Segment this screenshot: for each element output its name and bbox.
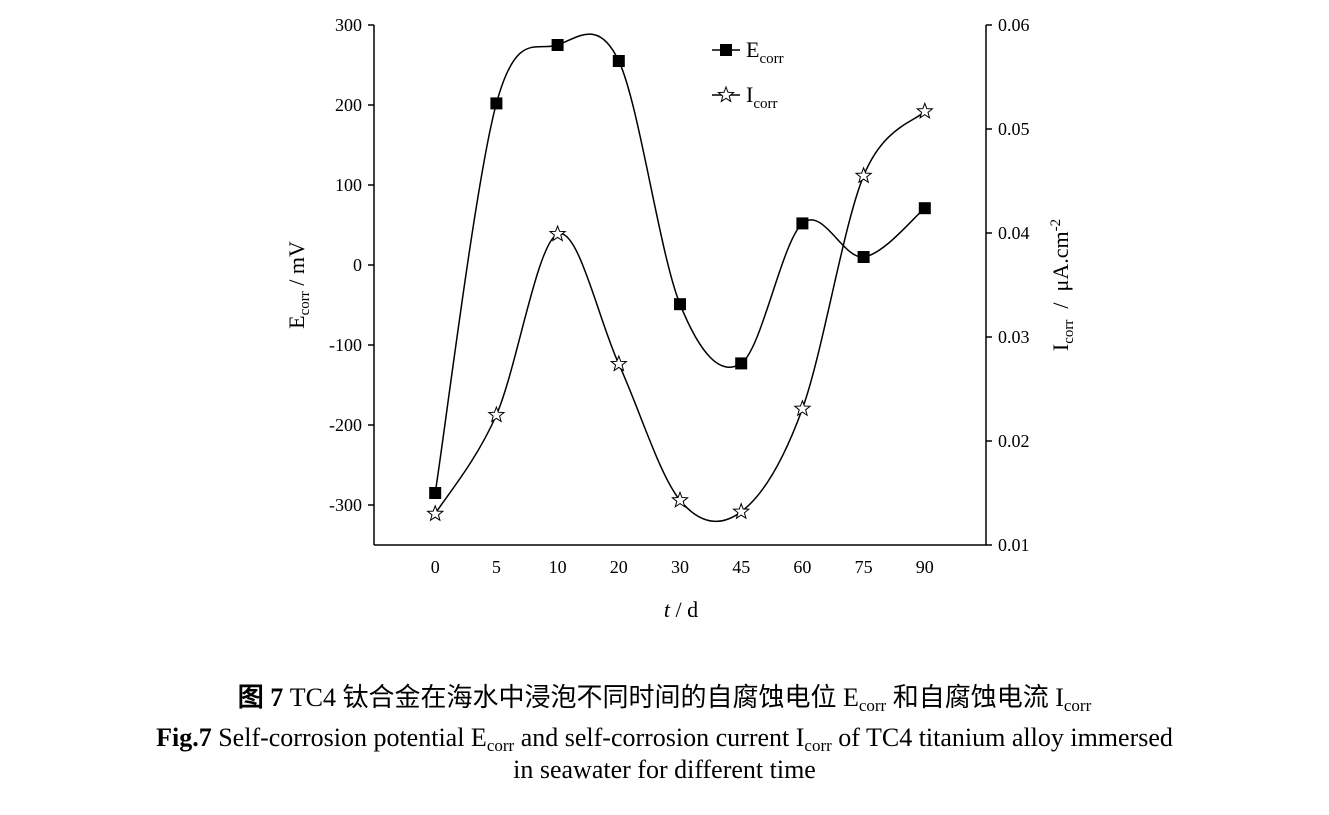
x-title-rest: / d [670, 597, 698, 622]
legend-marker [720, 44, 732, 56]
y2-title-sub: corr [1061, 320, 1077, 344]
x-tick-label: 20 [610, 557, 628, 577]
y-tick-label: -200 [329, 415, 362, 435]
x-tick-label: 10 [549, 557, 567, 577]
data-point [609, 354, 628, 372]
caption-en: Fig.7 Self-corrosion potential Ecorr and… [0, 722, 1329, 786]
data-point [793, 399, 812, 417]
y-tick-label: 300 [335, 15, 362, 35]
y2-title-main: I [1048, 344, 1073, 351]
y2-tick-label: 0.05 [998, 119, 1030, 139]
caption-cn-sub: corr [1063, 696, 1092, 715]
y-tick-label: -300 [329, 495, 362, 515]
legend-marker [717, 85, 735, 103]
data-point [674, 298, 686, 311]
legend-label: Icorr [746, 82, 777, 112]
data-point [857, 251, 870, 263]
x-tick-label: 60 [793, 557, 811, 577]
x-tick-label: 45 [732, 557, 750, 577]
caption-en-text: and self-corrosion current I [514, 723, 805, 752]
y2-axis-title: Icorr / μA.cm-2 [1048, 219, 1077, 351]
data-point [490, 97, 503, 110]
x-axis-title: t / d [664, 597, 698, 622]
caption-cn-text: TC4 钛合金在海水中浸泡不同时间的自腐蚀电位 E [283, 683, 859, 712]
y-axis-title: Ecorr / mV [284, 241, 313, 329]
y2-tick-label: 0.02 [998, 431, 1030, 451]
data-point [854, 166, 873, 184]
y2-tick-label: 0.01 [998, 535, 1030, 555]
caption-en-text: in seawater for different time [513, 755, 816, 784]
y-tick-label: 100 [335, 175, 362, 195]
data-point [551, 39, 564, 51]
y2-tick-label: 0.03 [998, 327, 1030, 347]
legend-sub: corr [753, 96, 777, 112]
data-point [487, 405, 506, 423]
legend-sub: corr [759, 51, 783, 67]
x-title-main: t [664, 597, 671, 622]
x-tick-label: 0 [431, 557, 440, 577]
x-tick-label: 5 [492, 557, 501, 577]
caption-cn-sub: corr [858, 696, 887, 715]
caption-en-sub: corr [486, 736, 515, 755]
data-point [426, 504, 445, 522]
legend-name: I [746, 82, 753, 107]
y2-tick-label: 0.06 [998, 15, 1030, 35]
y-tick-label: 200 [335, 95, 362, 115]
caption-cn-text: 和自腐蚀电流 I [886, 683, 1064, 712]
data-point [735, 357, 748, 370]
y-title-main: E [284, 315, 309, 328]
y-title-rest: / mV [284, 241, 309, 291]
data-point [732, 502, 751, 520]
data-point [548, 224, 567, 242]
x-tick-label: 30 [671, 557, 689, 577]
data-point [915, 101, 934, 119]
y-title-sub: corr [297, 291, 313, 315]
data-point [918, 202, 931, 215]
caption-en-label: Fig.7 [156, 723, 212, 752]
chart: t / d Ecorr / mV Icorr / μA.cm-2 -300-20… [284, 15, 1077, 622]
y2-tick-label: 0.04 [998, 223, 1030, 243]
axes [373, 25, 987, 546]
caption-cn: 图 7 TC4 钛合金在海水中浸泡不同时间的自腐蚀电位 Ecorr 和自腐蚀电流… [0, 682, 1329, 714]
y2-title-sup: -2 [1048, 219, 1064, 232]
x-tick-label: 90 [916, 557, 934, 577]
series-line [434, 110, 926, 523]
series-line [434, 33, 926, 494]
data-point [796, 217, 809, 230]
caption-en-sub: corr [804, 736, 832, 755]
legend-label: Ecorr [746, 37, 784, 67]
legend-name: E [746, 37, 759, 62]
data-point [612, 55, 625, 67]
y-tick-label: 0 [353, 255, 362, 275]
caption-en-text: Self-corrosion potential E [211, 723, 487, 752]
y-tick-label: -100 [329, 335, 362, 355]
caption-cn-label: 图 7 [237, 683, 284, 712]
data-point [429, 487, 442, 499]
data-point [671, 490, 689, 508]
y2-title-rest: / μA.cm [1048, 231, 1073, 319]
caption-en-text: of TC4 titanium alloy immersed [831, 723, 1173, 752]
x-tick-label: 75 [855, 557, 873, 577]
